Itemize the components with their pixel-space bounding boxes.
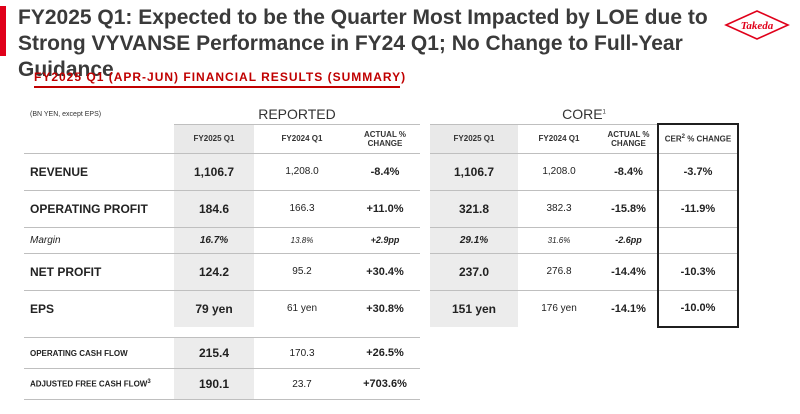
reported-header: REPORTED: [174, 104, 420, 125]
row-label: REVENUE: [24, 152, 174, 190]
core-row-revenue: 1,106.7 1,208.0 -8.4% -3.7%: [430, 152, 739, 190]
reported-row-revenue: REVENUE 1,106.7 1,208.0 -8.4%: [24, 152, 420, 190]
reported-row-net-profit: NET PROFIT 124.2 95.2 +30.4%: [24, 252, 420, 290]
cell-cer-change: -10.0%: [657, 289, 739, 328]
cell-fy2024: 1,208.0: [518, 152, 600, 190]
page-title-line-2: Strong VYVANSE Performance in FY24 Q1; N…: [18, 32, 683, 81]
footnote-marker: 2: [681, 134, 685, 141]
footnote-marker: 3: [147, 379, 151, 386]
core-row-eps: 151 yen 176 yen -14.1% -10.0%: [430, 289, 739, 328]
cell-fy2025: 1,106.7: [430, 152, 518, 190]
cell-change: +26.5%: [350, 337, 420, 369]
reported-row-eps: EPS 79 yen 61 yen +30.8%: [24, 289, 420, 327]
cell-fy2024: 170.3: [254, 337, 350, 369]
reported-col-fy2025: FY2025 Q1: [174, 124, 254, 153]
core-col-change: ACTUAL % CHANGE: [607, 129, 650, 148]
reported-row-operating-profit: OPERATING PROFIT 184.6 166.3 +11.0%: [24, 189, 420, 227]
cell-cer-change: -3.7%: [657, 152, 739, 190]
cell-fy2025: 124.2: [174, 252, 254, 290]
cell-fy2025: 215.4: [174, 337, 254, 369]
cell-change: -14.1%: [600, 289, 658, 327]
cell-change: +703.6%: [350, 368, 420, 400]
cell-change: -8.4%: [350, 152, 420, 190]
reported-col-fy2024: FY2024 Q1: [281, 134, 323, 143]
cell-fy2024: 13.8%: [254, 226, 350, 253]
cell-fy2024: 31.6%: [518, 226, 600, 253]
cashflow-row-adjusted-fcf: ADJUSTED FREE CASH FLOW3 190.1 23.7 +703…: [24, 368, 420, 400]
cashflow-row-operating: OPERATING CASH FLOW 215.4 170.3 +26.5%: [24, 337, 420, 369]
cell-fy2024: 176 yen: [518, 289, 600, 327]
reported-row-margin: Margin 16.7% 13.8% +2.9pp: [24, 226, 420, 253]
cell-change: -2.6pp: [600, 226, 658, 253]
cer-label: CER: [664, 135, 682, 145]
row-label: NET PROFIT: [24, 252, 174, 290]
cell-fy2025: 190.1: [174, 368, 254, 400]
footnote-marker: 1: [602, 108, 606, 115]
cell-fy2025: 184.6: [174, 189, 254, 227]
cell-fy2024: 1,208.0: [254, 152, 350, 190]
cell-cer-change: -11.9%: [657, 189, 739, 227]
cell-fy2025: 321.8: [430, 189, 518, 227]
cell-fy2024: 382.3: [518, 189, 600, 227]
core-col-fy2025: FY2025 Q1: [430, 124, 518, 153]
cell-change: +11.0%: [350, 189, 420, 227]
row-label-text: ADJUSTED FREE CASH FLOW: [30, 379, 148, 389]
core-col-cer-change: CER2 % CHANGE: [657, 123, 739, 153]
cell-change: -8.4%: [600, 152, 658, 190]
core-row-operating-profit: 321.8 382.3 -15.8% -11.9%: [430, 189, 739, 227]
cell-fy2025: 29.1%: [430, 226, 518, 253]
takeda-logo: Takeda: [724, 10, 790, 40]
cell-fy2024: 61 yen: [254, 289, 350, 327]
cell-change: -14.4%: [600, 252, 658, 290]
cell-fy2025: 16.7%: [174, 226, 254, 253]
cell-change: +30.8%: [350, 289, 420, 327]
cell-fy2024: 166.3: [254, 189, 350, 227]
core-row-net-profit: 237.0 276.8 -14.4% -10.3%: [430, 252, 739, 290]
cell-fy2025: 237.0: [430, 252, 518, 290]
cell-change: +2.9pp: [350, 226, 420, 253]
cell-change: -15.8%: [600, 189, 658, 227]
page-title-line-1: FY2025 Q1: Expected to be the Quarter Mo…: [18, 6, 708, 29]
core-col-fy2024: FY2024 Q1: [538, 134, 580, 143]
core-header-text: CORE: [562, 105, 603, 122]
cell-cer-change: [657, 226, 739, 253]
row-label: Margin: [24, 226, 174, 253]
section-underline: [34, 86, 400, 88]
cashflow-table: OPERATING CASH FLOW 215.4 170.3 +26.5% A…: [24, 337, 420, 400]
reported-col-change: ACTUAL % CHANGE: [363, 129, 407, 148]
reported-table: (BN YEN, except EPS) REPORTED FY2025 Q1 …: [24, 104, 420, 327]
units-note: (BN YEN, except EPS): [30, 110, 102, 118]
core-row-margin: 29.1% 31.6% -2.6pp: [430, 226, 739, 253]
row-label: ADJUSTED FREE CASH FLOW3: [24, 368, 174, 400]
row-label: EPS: [24, 289, 174, 327]
cell-fy2025: 151 yen: [430, 289, 518, 327]
cer-suffix: % CHANGE: [685, 135, 732, 145]
section-title: FY2025 Q1 (APR-JUN) FINANCIAL RESULTS (S…: [34, 70, 407, 84]
cell-fy2025: 1,106.7: [174, 152, 254, 190]
cell-fy2024: 23.7: [254, 368, 350, 400]
core-header: CORE1: [430, 104, 738, 125]
cell-fy2025: 79 yen: [174, 289, 254, 327]
core-table: CORE1 FY2025 Q1 FY2024 Q1 ACTUAL % CHANG…: [430, 104, 739, 328]
title-accent-bar: [0, 6, 6, 56]
row-label: OPERATING PROFIT: [24, 189, 174, 227]
cell-change: +30.4%: [350, 252, 420, 290]
row-label: OPERATING CASH FLOW: [24, 337, 174, 369]
cell-fy2024: 95.2: [254, 252, 350, 290]
page-title: FY2025 Q1: Expected to be the Quarter Mo…: [18, 5, 718, 83]
cell-fy2024: 276.8: [518, 252, 600, 290]
svg-text:Takeda: Takeda: [741, 20, 774, 32]
cell-cer-change: -10.3%: [657, 252, 739, 290]
